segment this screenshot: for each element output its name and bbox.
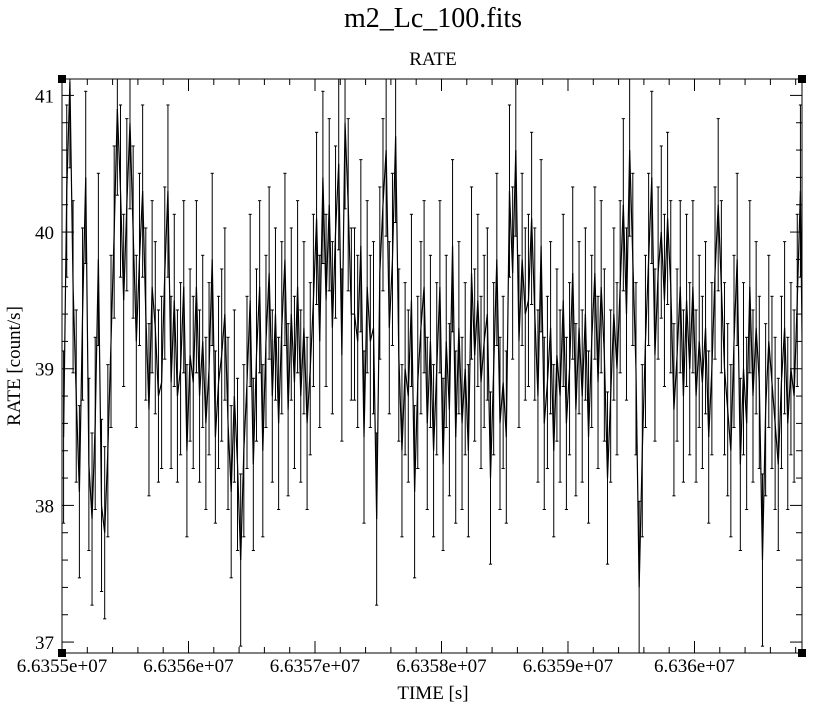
y-tick-label: 41: [35, 86, 54, 107]
chart-title: m2_Lc_100.fits: [344, 3, 522, 34]
y-tick-label: 38: [35, 496, 54, 517]
x-axis-label: TIME [s]: [397, 683, 468, 704]
x-tick-label: 6.6357e+07: [270, 656, 360, 677]
y-tick-label: 37: [35, 633, 54, 654]
axis-ticks: 6.6355e+07 6.6356e+07 6.6357e+07 6.6358e+07…: [17, 79, 802, 677]
frame-corner-handles: [58, 75, 806, 657]
x-tick-label: 6.6359e+07: [523, 656, 613, 677]
y-tick-label: 40: [35, 223, 54, 244]
x-tick-label: 6.636e+07: [654, 656, 735, 677]
frame-corner: [798, 75, 806, 83]
chart-subtitle: RATE: [409, 49, 457, 70]
rate-series-line: [62, 81, 802, 588]
x-tick-label: 6.6358e+07: [396, 656, 486, 677]
x-tick-label: 6.6356e+07: [143, 656, 233, 677]
y-tick-label: 39: [35, 360, 54, 381]
plot-frame: [61, 78, 803, 654]
data-marks: [62, 79, 802, 653]
frame-corner: [798, 649, 806, 657]
x-tick-label: 6.6355e+07: [17, 656, 107, 677]
y-axis-label: RATE [count/s]: [4, 306, 25, 426]
